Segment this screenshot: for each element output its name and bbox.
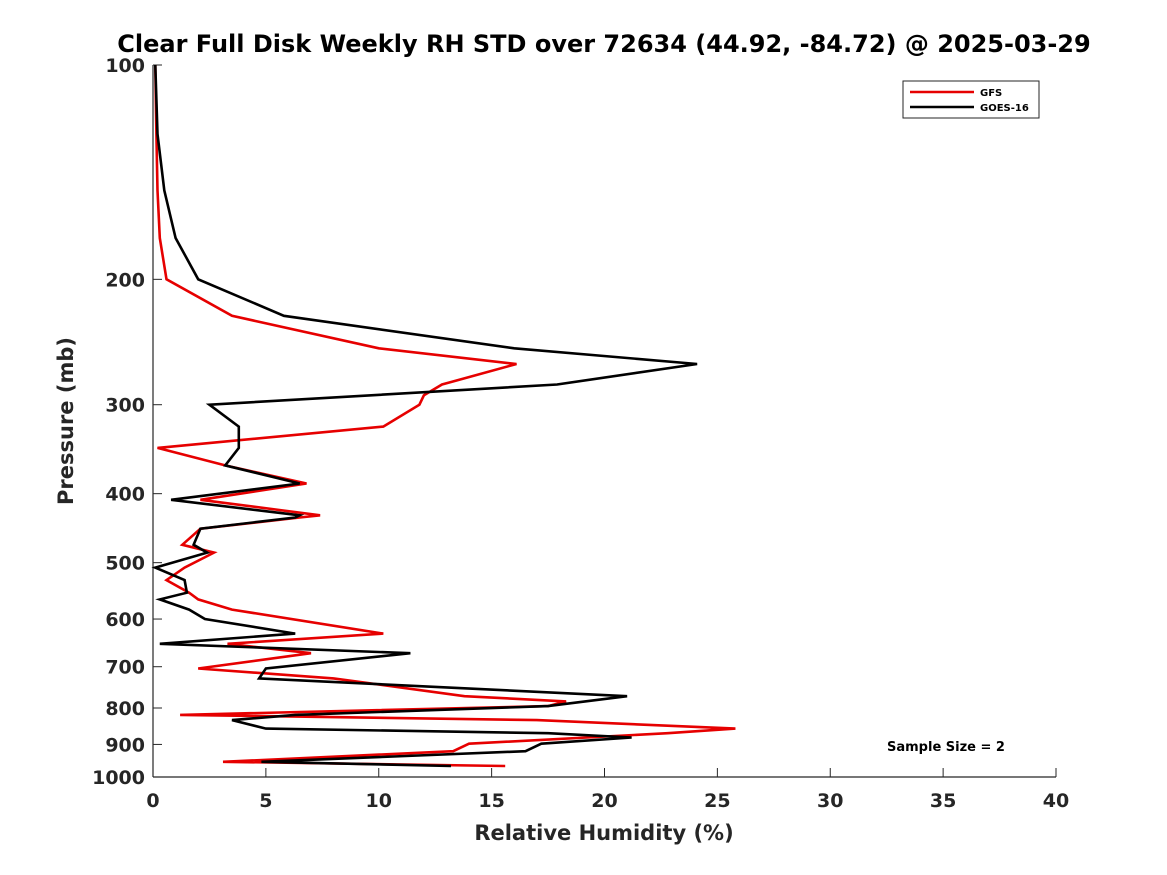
y-tick-label: 1000	[92, 767, 145, 789]
x-axis-ticks: 0 5 10 15 20 25 30 35 40	[146, 768, 1069, 812]
y-tick-label: 200	[105, 269, 145, 291]
x-tick-label: 0	[146, 790, 159, 812]
y-tick-label: 500	[105, 553, 145, 575]
plot-area	[153, 65, 1056, 777]
y-tick-label: 900	[105, 734, 145, 756]
legend: GFS GOES-16	[902, 80, 1040, 119]
series-line-gfs	[154, 64, 736, 768]
legend-label-goes16: GOES-16	[980, 103, 1029, 114]
x-tick-label: 25	[704, 790, 730, 812]
legend-box	[902, 80, 1040, 119]
y-tick-label: 100	[105, 55, 145, 77]
chart-title: Clear Full Disk Weekly RH STD over 72634…	[117, 30, 1090, 58]
x-tick-label: 10	[366, 790, 392, 812]
y-axis-label: Pressure (mb)	[54, 337, 78, 505]
x-tick-label: 5	[259, 790, 272, 812]
x-tick-label: 35	[930, 790, 956, 812]
y-tick-label: 700	[105, 657, 145, 679]
y-tick-label: 600	[105, 609, 145, 631]
x-tick-label: 20	[591, 790, 617, 812]
y-tick-label: 800	[105, 698, 145, 720]
legend-label-gfs: GFS	[980, 88, 1002, 99]
series-layer	[151, 64, 736, 768]
x-tick-label: 30	[817, 790, 843, 812]
y-axis-ticks: 100 200 300 400 500 600 700 800 900 1000	[92, 55, 162, 789]
y-tick-label: 300	[105, 395, 145, 417]
x-tick-label: 40	[1043, 790, 1069, 812]
x-axis-label: Relative Humidity (%)	[474, 821, 733, 845]
x-tick-label: 15	[478, 790, 504, 812]
sample-size-annotation: Sample Size = 2	[887, 740, 1005, 755]
y-tick-label: 400	[105, 484, 145, 506]
series-line-goes16	[151, 64, 698, 768]
